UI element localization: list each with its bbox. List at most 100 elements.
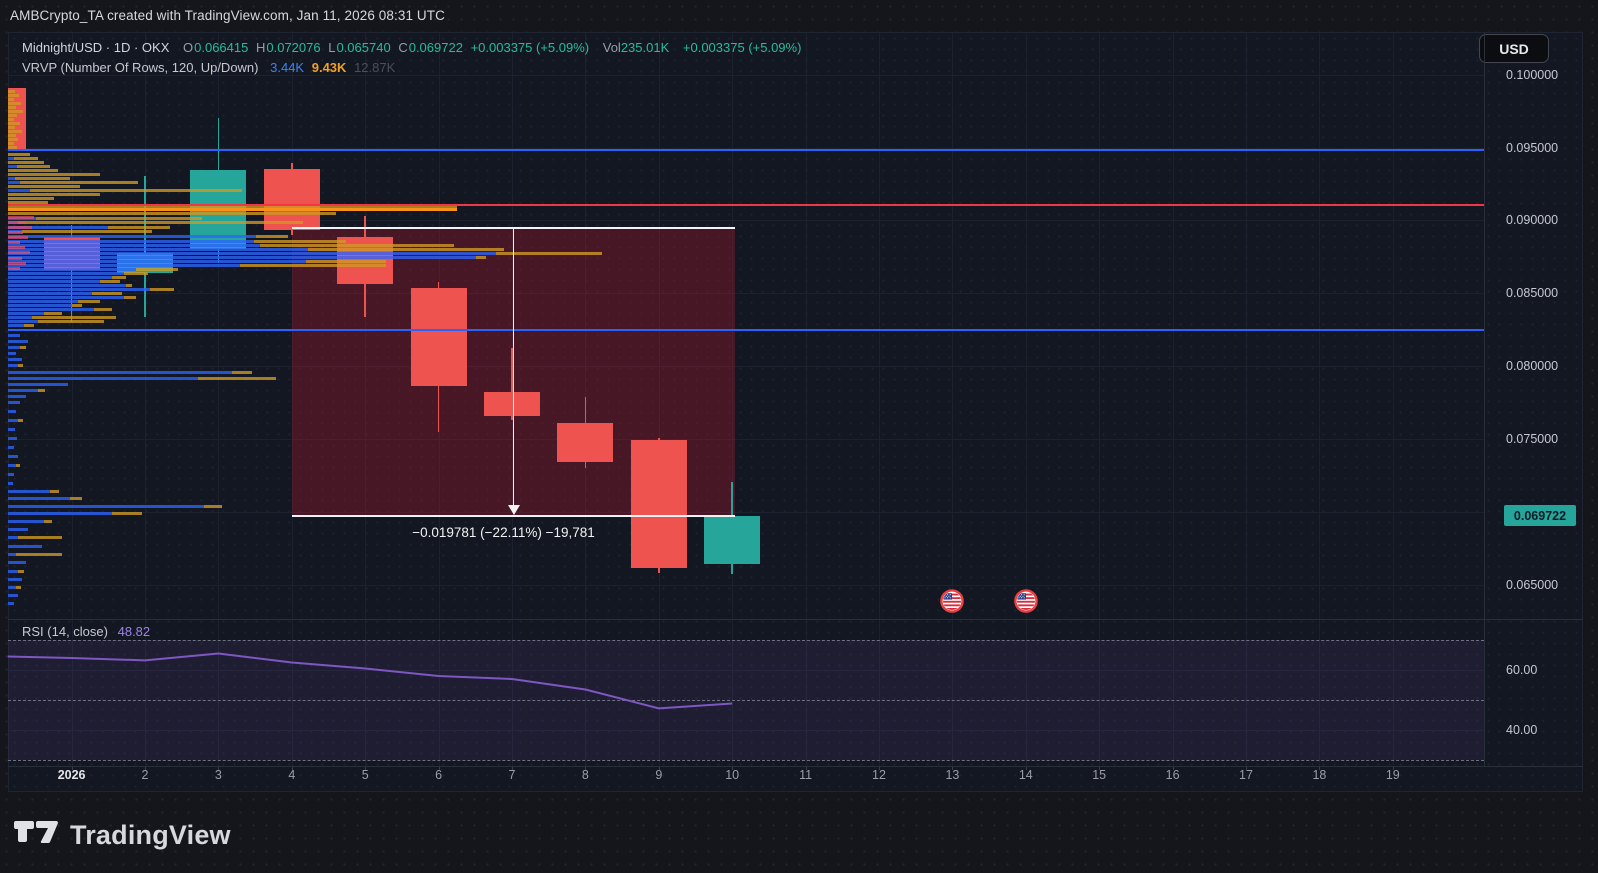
candle-body[interactable] [484,391,540,416]
price-axis-label[interactable]: 0.065000 [1506,577,1559,592]
candle-body[interactable] [557,422,614,463]
rsi-axis-label[interactable]: 60.00 [1506,663,1538,677]
time-axis-label[interactable]: 2 [141,768,149,782]
volume-profile-down-bar [8,146,17,149]
volume-profile-up-bar [8,377,198,380]
rsi-gridline [8,730,1484,731]
rsi-legend[interactable]: RSI (14, close) 48.82 [22,624,154,639]
candle-body[interactable] [263,168,320,231]
priceaxis-separator [1484,33,1485,766]
volume-profile-up-bar [8,300,78,303]
candle-body[interactable] [630,440,687,568]
timeaxis-separator [8,766,1583,767]
volume-profile-down-bar [254,240,346,243]
time-axis-label[interactable]: 14 [1018,768,1033,782]
price-axis-label[interactable]: 0.080000 [1506,359,1559,374]
pane-separator[interactable] [8,619,1583,620]
volume-profile-down-bar [92,292,122,295]
volume-profile-up-bar [8,545,42,548]
price-axis-label[interactable]: 0.100000 [1506,67,1559,82]
time-axis-label[interactable]: 17 [1239,768,1253,782]
vertical-gridline [291,33,293,766]
time-axis-label[interactable]: 8 [581,768,589,782]
volume-profile-up-bar [8,419,18,422]
time-axis-label[interactable]: 15 [1092,768,1107,782]
time-axis-label[interactable]: 19 [1385,768,1400,782]
us-flag-event-icon[interactable] [940,589,965,613]
rsi-band-line [8,640,1484,641]
time-axis-label[interactable]: 2026 [57,768,86,782]
volume-profile-down-bar [8,201,48,204]
volume-profile-down-bar [8,118,14,121]
candle-body[interactable] [704,516,761,565]
price-axis-label[interactable]: 0.090000 [1506,213,1559,228]
volume-profile-down-bar [8,193,100,196]
volume-profile-up-bar [8,226,108,229]
volume-profile-up-bar [8,455,18,458]
time-axis-label[interactable]: 12 [872,768,886,782]
volume-profile-accent-bar [8,221,26,224]
rsi-title[interactable]: RSI (14, close) [22,624,108,639]
time-axis-label[interactable]: 3 [214,768,222,782]
time-axis-tick [1172,766,1174,770]
volume-profile-down-bar [16,464,20,467]
volume-profile-up-bar [8,324,24,327]
volume-profile-up-bar [8,586,16,589]
vertical-gridline [879,33,880,766]
volume-value: 235.01K [620,40,670,55]
vrvp-legend[interactable]: VRVP (Number Of Rows, 120, Up/Down) 3.44… [22,60,399,75]
close-label: C [398,40,408,55]
volume-profile-up-bar [8,264,240,267]
time-axis-tick [1025,766,1027,770]
volume-profile-accent-bar [8,251,30,254]
us-flag-event-icon[interactable] [1013,589,1038,613]
volume-profile-up-bar [8,316,32,319]
high-value: 0.072076 [266,40,321,55]
time-axis-label[interactable]: 11 [799,768,813,782]
time-axis-label[interactable]: 5 [361,768,369,782]
vrvp-up-value: 3.44K [270,60,305,75]
symbol-title[interactable]: Midnight/USD · 1D · OKX [22,40,170,55]
rsi-gridline [8,670,1484,671]
volume-profile-up-bar [8,358,22,361]
volume-profile-down-bar [260,244,454,247]
time-axis-label[interactable]: 9 [655,768,663,782]
time-axis-label[interactable]: 4 [288,768,296,782]
currency-toggle-button[interactable]: USD [1479,34,1549,63]
price-axis-label[interactable]: 0.095000 [1506,140,1559,155]
volume-profile-accent-bar [8,216,34,219]
tradingview-logo[interactable]: TradingView [14,818,231,853]
time-axis-tick [438,766,440,770]
price-level-line[interactable] [8,203,1484,206]
volume-profile-accent-bar [8,236,28,239]
volume-profile-down-bar [15,177,70,180]
time-axis-label[interactable]: 16 [1165,768,1180,782]
price-axis-label[interactable]: 0.085000 [1506,286,1559,301]
price-axis-label[interactable]: 0.075000 [1506,432,1559,447]
vrvp-title[interactable]: VRVP (Number Of Rows, 120, Up/Down) [22,60,259,75]
time-axis-label[interactable]: 7 [508,768,516,782]
last-price-badge: 0.069722 [1504,505,1576,526]
volume-profile-accent-bar [8,262,26,265]
time-axis-label[interactable]: 13 [945,768,960,782]
volume-profile-down-bar [38,389,45,392]
rsi-axis-label[interactable]: 40.00 [1506,723,1538,737]
volume-profile-up-bar [8,512,112,515]
volume-profile-up-bar [8,320,38,323]
time-axis-tick [1099,766,1101,770]
candle-body[interactable] [410,287,467,387]
price-level-line[interactable] [8,328,1484,331]
time-axis-label[interactable]: 10 [725,768,740,782]
time-axis-label[interactable]: 18 [1312,768,1327,782]
volume-profile-down-bar [232,371,252,374]
symbol-legend[interactable]: Midnight/USD · 1D · OKX O0.066415 H0.072… [22,40,805,55]
poc-line[interactable] [8,207,457,211]
volume-profile-down-bar [8,90,15,93]
vertical-gridline [732,33,734,766]
volume-profile-up-bar [8,352,16,355]
time-axis-label[interactable]: 6 [435,768,443,782]
price-level-line[interactable] [8,148,1484,151]
volume-profile-down-bar [150,288,174,291]
